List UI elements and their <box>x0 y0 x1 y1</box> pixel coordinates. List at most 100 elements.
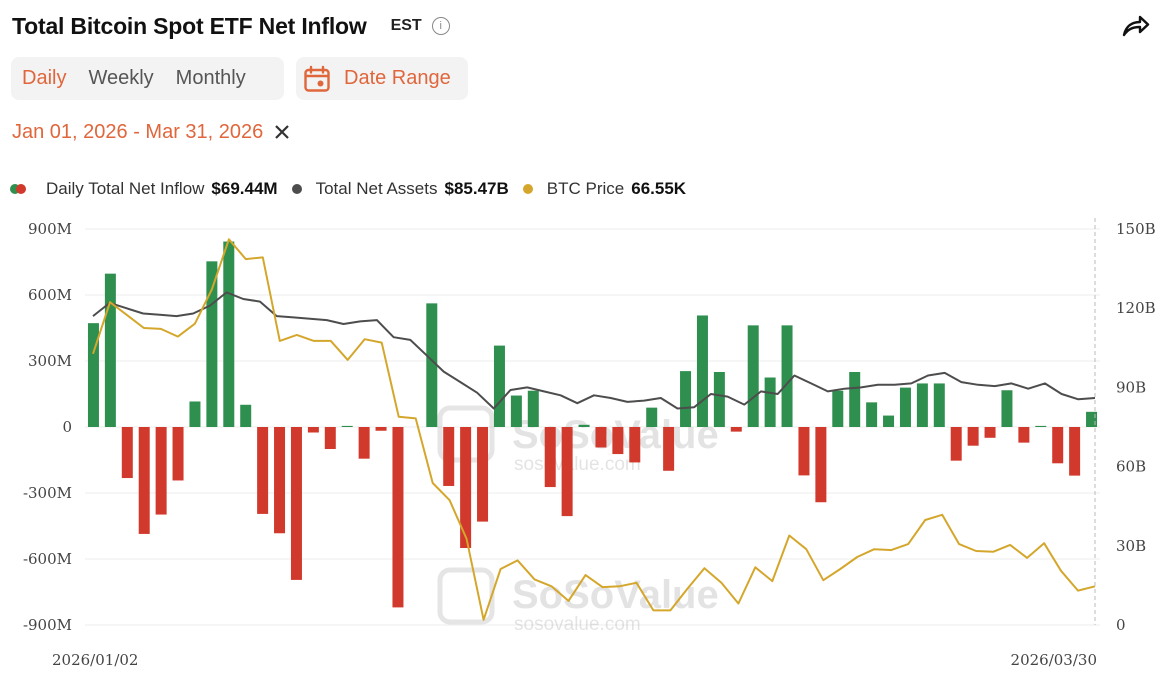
left-tick-label: 600M <box>28 286 72 304</box>
inflow-bar[interactable] <box>1035 425 1047 427</box>
inflow-bar[interactable] <box>544 427 556 488</box>
inflow-bar[interactable] <box>341 425 353 427</box>
period-daily[interactable]: Daily <box>22 67 67 89</box>
inflow-bar[interactable] <box>240 404 252 427</box>
inflow-bar[interactable] <box>392 427 404 608</box>
legend-inflow-label: Daily Total Net Inflow <box>46 179 205 198</box>
timezone-label[interactable]: EST <box>390 17 422 34</box>
watermark-logo-icon <box>437 567 495 625</box>
watermark-bottom: SoSoValue sosovalue.com <box>437 567 719 635</box>
inflow-bar[interactable] <box>189 401 201 427</box>
share-icon[interactable] <box>1119 10 1151 42</box>
inflow-bar[interactable] <box>899 387 911 427</box>
legend-price-value: 66.55K <box>631 179 687 198</box>
left-tick-label: 900M <box>28 220 72 238</box>
inflow-bar[interactable] <box>307 427 319 433</box>
inflow-bar[interactable] <box>121 427 133 479</box>
inflow-bar[interactable] <box>460 427 472 548</box>
watermark-brand: SoSoValue <box>512 573 719 617</box>
legend-assets-value: $85.47B <box>444 179 509 198</box>
inflow-bar[interactable] <box>781 325 793 427</box>
grid-lines <box>85 228 1100 626</box>
inflow-bar[interactable] <box>257 427 269 514</box>
inflow-bar[interactable] <box>747 325 759 427</box>
inflow-bar[interactable] <box>696 315 708 427</box>
right-tick-label: 150B <box>1116 220 1156 238</box>
x-end-label: 2026/03/30 <box>1011 651 1097 669</box>
inflow-bar[interactable] <box>883 415 895 427</box>
inflow-bar[interactable] <box>104 273 116 427</box>
inflow-bar[interactable] <box>477 427 489 522</box>
date-range-button[interactable]: Date Range <box>296 57 468 100</box>
inflow-bar[interactable] <box>223 241 235 427</box>
inflow-bar[interactable] <box>561 427 573 517</box>
range-text: Jan 01, 2026 - Mar 31, 2026 <box>12 120 264 143</box>
page-title: Total Bitcoin Spot ETF Net Inflow <box>12 12 367 39</box>
inflow-bar[interactable] <box>138 427 150 534</box>
title-row: Total Bitcoin Spot ETF Net Inflow EST i <box>12 10 450 42</box>
inflow-bar[interactable] <box>274 427 286 534</box>
inflow-bar[interactable] <box>764 377 776 428</box>
inflow-bar[interactable] <box>984 427 996 438</box>
inflow-bar[interactable] <box>933 383 945 427</box>
inflow-bar[interactable] <box>206 261 218 427</box>
watermark-url: sosovalue.com <box>514 614 641 635</box>
x-start-label: 2026/01/02 <box>52 651 138 669</box>
legend-price-label: BTC Price <box>546 179 625 198</box>
series-lines <box>92 238 1096 621</box>
period-monthly[interactable]: Monthly <box>175 67 246 89</box>
right-tick-label: 30B <box>1116 537 1146 555</box>
inflow-bar[interactable] <box>358 427 370 459</box>
period-weekly[interactable]: Weekly <box>88 67 154 89</box>
inflow-bar[interactable] <box>426 303 438 427</box>
assets-line[interactable] <box>92 291 1096 410</box>
inflow-bar[interactable] <box>612 427 624 455</box>
inflow-bar[interactable] <box>680 371 692 427</box>
inflow-bar[interactable] <box>663 427 675 471</box>
inflow-bar[interactable] <box>324 427 336 449</box>
legend-price[interactable]: BTC Price 66.55K <box>522 179 687 199</box>
inflow-bar[interactable] <box>950 427 962 461</box>
inflow-bar[interactable] <box>375 427 387 431</box>
price-line[interactable] <box>92 238 1096 621</box>
inflow-bar[interactable] <box>967 427 979 446</box>
inflow-bar[interactable] <box>87 323 99 427</box>
inflow-bar[interactable] <box>155 427 167 515</box>
inflow-bar[interactable] <box>578 424 590 427</box>
inflow-bar[interactable] <box>629 427 641 463</box>
inflow-bar[interactable] <box>1052 427 1064 464</box>
inflow-bar[interactable] <box>832 390 844 427</box>
date-range-label: Date Range <box>344 67 451 89</box>
close-icon[interactable] <box>273 123 291 141</box>
inflow-bar[interactable] <box>866 402 878 427</box>
inflow-bar[interactable] <box>798 427 810 476</box>
inflow-bar[interactable] <box>595 427 607 448</box>
inflow-bar[interactable] <box>172 427 184 481</box>
inflow-bar[interactable] <box>1018 427 1030 443</box>
inflow-bar[interactable] <box>713 372 725 427</box>
inflow-bar[interactable] <box>290 427 302 580</box>
inflow-bar[interactable] <box>493 345 505 427</box>
inflow-bar[interactable] <box>1069 427 1081 476</box>
watermark-url: sosovalue.com <box>514 454 641 475</box>
selected-range: Jan 01, 2026 - Mar 31, 2026 <box>12 118 291 146</box>
inflow-bar[interactable] <box>443 427 455 486</box>
inflow-bar[interactable] <box>1086 411 1098 427</box>
inflow-bar[interactable] <box>1001 390 1013 427</box>
inflow-bar[interactable] <box>527 390 539 427</box>
inflow-bar[interactable] <box>646 407 658 427</box>
right-tick-label: 90B <box>1116 378 1146 396</box>
chart-area[interactable]: SoSoValue sosovalue.com SoSoValue sosova… <box>0 210 1169 680</box>
info-icon[interactable]: i <box>431 17 450 35</box>
assets-legend-icon <box>291 184 302 194</box>
inflow-bar[interactable] <box>849 372 861 427</box>
left-axis-ticks: 900M 600M 300M 0 -300M -600M -900M <box>23 220 72 634</box>
inflow-bar[interactable] <box>730 427 742 432</box>
inflow-bar[interactable] <box>510 395 522 427</box>
inflow-bar[interactable] <box>815 427 827 503</box>
period-selector: Daily Weekly Monthly <box>11 57 284 100</box>
calendar-icon <box>304 65 330 92</box>
legend-assets[interactable]: Total Net Assets $85.47B <box>291 179 509 199</box>
inflow-bar[interactable] <box>916 383 928 427</box>
legend-inflow[interactable]: Daily Total Net Inflow $69.44M <box>10 179 278 199</box>
